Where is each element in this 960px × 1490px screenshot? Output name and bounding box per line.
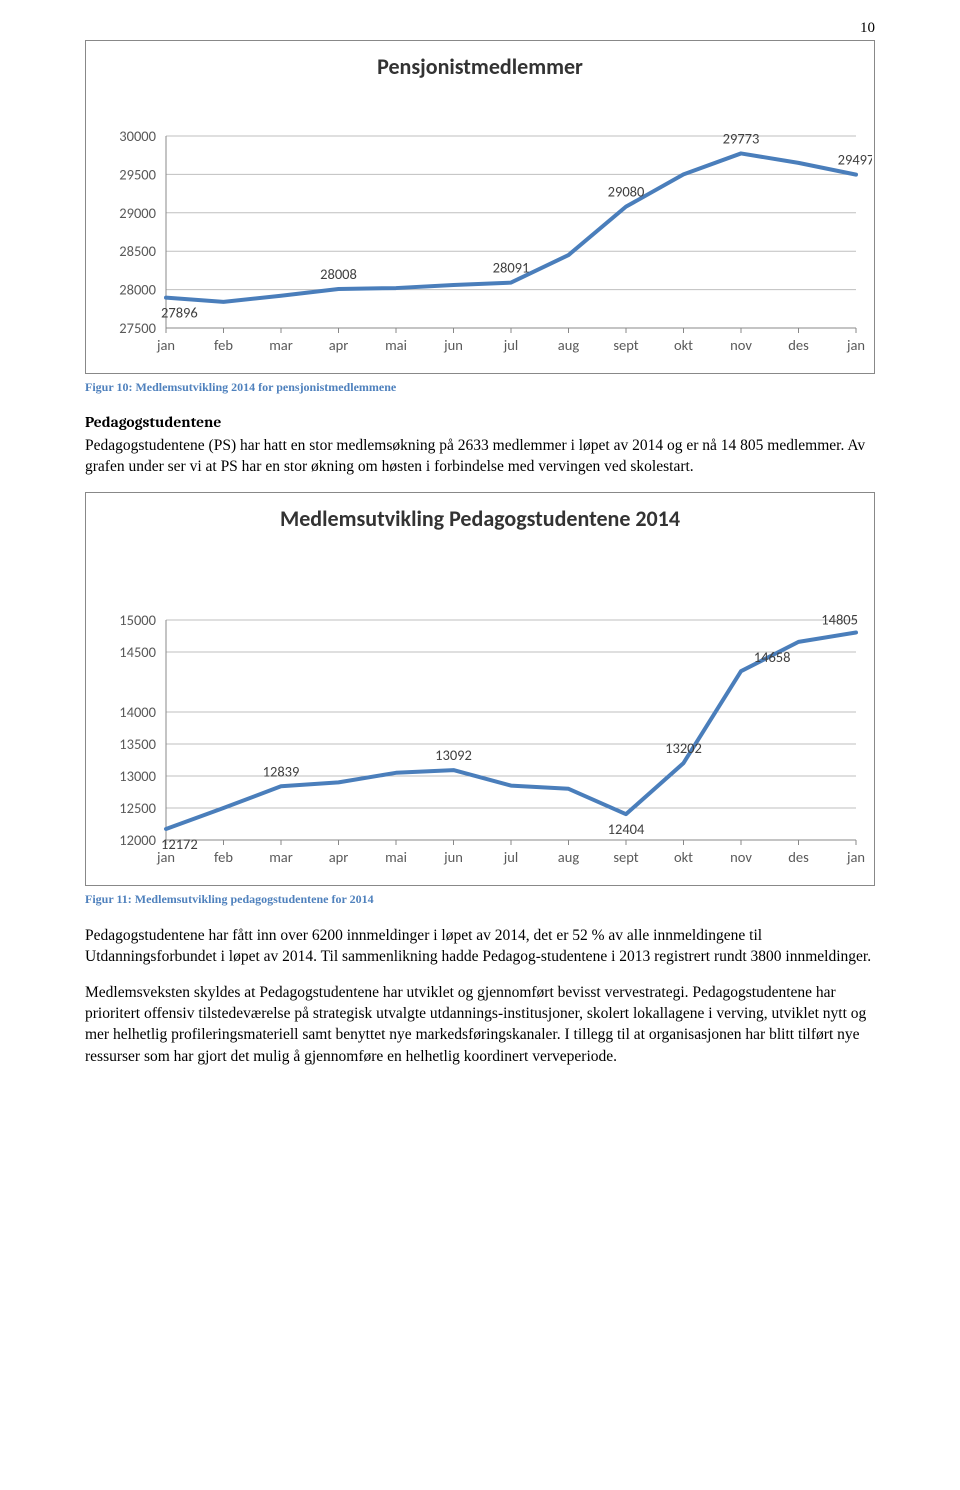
svg-text:12172: 12172 — [161, 835, 198, 853]
svg-text:okt: okt — [674, 848, 693, 866]
svg-text:14805: 14805 — [821, 610, 858, 628]
chart-pensjonist: Pensjonistmedlemmer 27500 28000 28500 29000… — [85, 40, 875, 374]
chart2-svg: 12000 12500 13000 13500 14000 14500 15000 jan fe… — [86, 540, 872, 880]
svg-text:jun: jun — [443, 336, 463, 354]
svg-text:mai: mai — [385, 336, 407, 354]
svg-text:13202: 13202 — [665, 739, 702, 757]
svg-text:29000: 29000 — [119, 204, 156, 222]
svg-text:feb: feb — [214, 336, 233, 354]
svg-text:aug: aug — [558, 336, 580, 354]
figure-11-caption: Figur 11: Medlemsutvikling pedagogstuden… — [85, 892, 875, 907]
svg-text:aug: aug — [558, 848, 580, 866]
para-medlemsvekst: Medlemsveksten skyldes at Pedagogstudent… — [85, 982, 875, 1068]
svg-text:15000: 15000 — [119, 611, 156, 629]
chart-pedagog: Medlemsutvikling Pedagogstudentene 2014 … — [85, 492, 875, 886]
chart1-title: Pensjonistmedlemmer — [86, 41, 874, 88]
svg-text:apr: apr — [329, 336, 349, 354]
svg-text:sept: sept — [613, 848, 638, 866]
svg-text:14000: 14000 — [119, 703, 156, 721]
svg-text:27896: 27896 — [161, 304, 198, 322]
svg-text:sept: sept — [613, 336, 638, 354]
svg-text:mai: mai — [385, 848, 407, 866]
svg-text:jul: jul — [503, 848, 518, 866]
svg-text:29500: 29500 — [119, 165, 156, 183]
svg-text:jan: jan — [156, 336, 175, 354]
svg-text:feb: feb — [214, 848, 233, 866]
svg-text:27500: 27500 — [119, 319, 156, 337]
svg-text:nov: nov — [730, 336, 752, 354]
svg-text:okt: okt — [674, 336, 693, 354]
svg-text:29773: 29773 — [723, 129, 760, 147]
svg-text:28008: 28008 — [320, 265, 357, 283]
svg-text:30000: 30000 — [119, 127, 156, 145]
svg-text:des: des — [788, 848, 809, 866]
svg-text:jul: jul — [503, 336, 518, 354]
para-pedagogstudentene-intro: Pedagogstudentene (PS) har hatt en stor … — [85, 435, 875, 478]
heading-pedagogstudentene: Pedagogstudentene — [85, 413, 875, 431]
svg-text:29080: 29080 — [608, 183, 645, 201]
svg-text:mar: mar — [269, 848, 293, 866]
svg-text:nov: nov — [730, 848, 752, 866]
figure-10-caption: Figur 10: Medlemsutvikling 2014 for pens… — [85, 380, 875, 395]
svg-text:28500: 28500 — [119, 242, 156, 260]
svg-text:jan: jan — [846, 336, 865, 354]
svg-text:mar: mar — [269, 336, 293, 354]
svg-text:12000: 12000 — [119, 831, 156, 849]
svg-text:28091: 28091 — [493, 259, 530, 277]
para-innmeldinger: Pedagogstudentene har fått inn over 6200… — [85, 925, 875, 968]
svg-text:apr: apr — [329, 848, 349, 866]
chart2-title: Medlemsutvikling Pedagogstudentene 2014 — [86, 493, 874, 540]
svg-text:12500: 12500 — [119, 799, 156, 817]
svg-text:13000: 13000 — [119, 767, 156, 785]
chart1-svg: 27500 28000 28500 29000 29500 30000 jan feb mar a… — [86, 88, 872, 368]
svg-text:jan: jan — [846, 848, 865, 866]
svg-text:14500: 14500 — [119, 643, 156, 661]
svg-text:14658: 14658 — [754, 648, 791, 666]
svg-text:28000: 28000 — [119, 281, 156, 299]
svg-text:12839: 12839 — [263, 762, 300, 780]
svg-text:13500: 13500 — [119, 735, 156, 753]
svg-text:29497: 29497 — [838, 151, 872, 169]
page-number: 10 — [860, 20, 875, 37]
svg-text:13092: 13092 — [435, 746, 472, 764]
svg-text:des: des — [788, 336, 809, 354]
svg-text:jun: jun — [443, 848, 463, 866]
svg-text:12404: 12404 — [608, 820, 645, 838]
